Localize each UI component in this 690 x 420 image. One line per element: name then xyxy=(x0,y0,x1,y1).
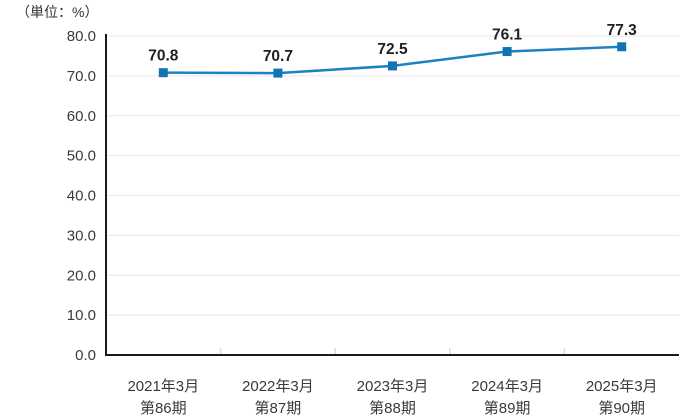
x-category-label-year: 2025年3月 xyxy=(586,378,658,395)
x-category-label-period: 第87期 xyxy=(255,399,302,417)
data-value-label: 77.3 xyxy=(607,22,638,39)
data-point-marker xyxy=(388,61,397,71)
data-point-marker xyxy=(502,47,512,57)
data-point-marker xyxy=(158,68,168,78)
x-category-label-period: 第88期 xyxy=(369,399,416,417)
x-category-label-year: 2021年3月 xyxy=(127,378,199,395)
y-tick-label: 60.0 xyxy=(67,108,96,125)
unit-label: （単位：%） xyxy=(16,4,99,20)
x-category-label-period: 第89期 xyxy=(484,399,531,417)
data-value-label: 76.1 xyxy=(492,27,523,44)
y-tick-label: 10.0 xyxy=(67,307,96,324)
x-category-label-period: 第86期 xyxy=(140,399,187,417)
data-value-label: 70.8 xyxy=(148,48,179,65)
y-tick-label: 0.0 xyxy=(75,347,96,364)
x-category-label-year: 2022年3月 xyxy=(242,378,314,395)
x-category-label-year: 2023年3月 xyxy=(357,378,429,395)
y-tick-label: 70.0 xyxy=(67,68,96,85)
data-point-marker xyxy=(273,68,283,78)
data-point-marker xyxy=(617,42,627,52)
y-tick-label: 40.0 xyxy=(67,188,96,205)
y-tick-label: 80.0 xyxy=(67,28,96,45)
x-category-label-period: 第90期 xyxy=(598,399,645,417)
y-tick-label: 50.0 xyxy=(67,148,96,165)
data-value-label: 70.7 xyxy=(263,48,293,65)
data-value-label: 72.5 xyxy=(377,41,408,58)
x-category-label-year: 2024年3月 xyxy=(471,378,543,395)
y-tick-label: 20.0 xyxy=(67,267,96,284)
y-tick-label: 30.0 xyxy=(67,227,96,244)
